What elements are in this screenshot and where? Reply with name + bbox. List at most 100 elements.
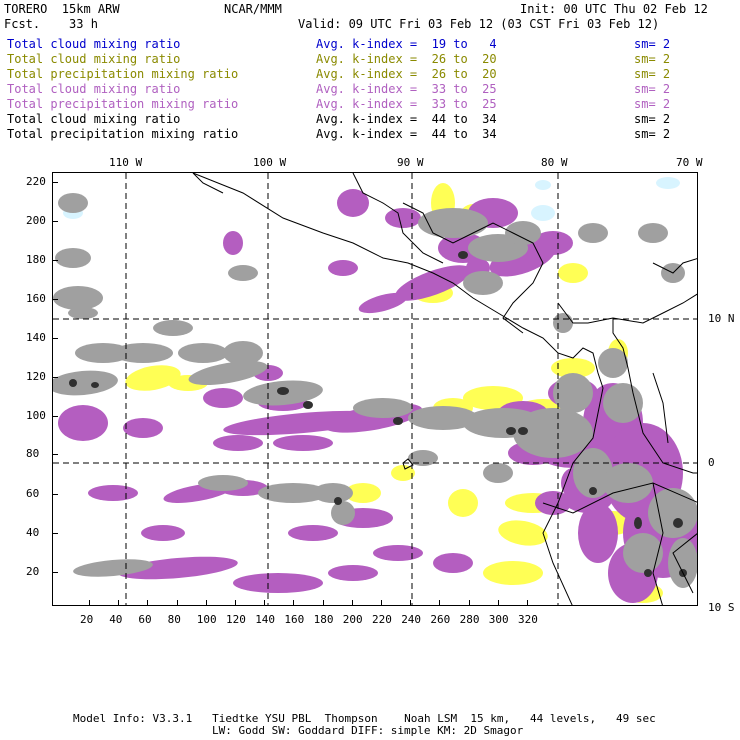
purple-precip-area: [358, 292, 408, 314]
legend-kindex: Avg. k-index = 26 to 20: [316, 52, 497, 66]
longitude-label: 90 W: [397, 156, 424, 169]
y-tick-mark: [52, 221, 58, 222]
x-tick-mark: [118, 600, 120, 606]
lat-lon-grid: [53, 173, 697, 605]
gray-cloud-area: [553, 313, 573, 333]
y-tick-label: 100: [26, 409, 46, 422]
latitude-label: 10 N: [708, 312, 735, 325]
gray-cloud-area: [223, 341, 263, 365]
x-tick-mark: [235, 600, 236, 606]
legend-smoothing: sm= 2: [634, 82, 671, 96]
gray-cloud-area: [513, 408, 593, 458]
precip-cloud-map: [53, 173, 697, 605]
gray-cloud-area: [463, 271, 503, 295]
purple-precip-area: [578, 503, 618, 563]
dark-core-area: [393, 417, 403, 425]
legend-field: Total precipitation mixing ratio: [7, 97, 239, 111]
purple-precip-area: [123, 418, 163, 438]
coastline: [672, 533, 697, 594]
yellow-precip-area: [558, 263, 588, 283]
x-tick-mark: [381, 600, 382, 606]
gray-cloud-area: [178, 343, 228, 363]
purple-precip-area: [88, 485, 138, 501]
gray-cloud-layer: [53, 193, 697, 588]
legend-field: Total cloud mixing ratio: [7, 82, 181, 96]
x-tick-mark: [322, 600, 324, 606]
init-time: Init: 00 UTC Thu 02 Feb 12: [520, 2, 708, 16]
dark-core-area: [334, 497, 342, 505]
dark-core-area: [69, 379, 77, 387]
x-tick-label: 80: [167, 613, 181, 626]
coastline: [652, 372, 669, 444]
y-tick-mark: [52, 260, 58, 261]
x-tick-label: 180: [313, 613, 334, 626]
purple-precip-area: [223, 231, 243, 255]
gray-cloud-area: [75, 343, 131, 363]
coastline: [352, 173, 444, 264]
purple-precip-area: [328, 565, 378, 581]
y-tick-label: 80: [26, 447, 40, 460]
x-tick-mark: [293, 600, 295, 606]
x-tick-mark: [89, 600, 90, 606]
longitude-label: 70 W: [676, 156, 703, 169]
purple-precip-area: [141, 525, 185, 541]
purple-precip-area: [233, 573, 323, 593]
purple-precip-area: [373, 545, 423, 561]
y-tick-mark: [52, 338, 58, 339]
dark-core-area: [91, 382, 99, 388]
purple-precip-area: [433, 553, 473, 573]
gray-cloud-area: [331, 501, 355, 525]
dark-core-area: [277, 387, 289, 395]
y-tick-mark: [52, 299, 58, 300]
gray-cloud-area: [578, 223, 608, 243]
gray-cloud-area: [258, 483, 328, 503]
x-tick-label: 40: [109, 613, 123, 626]
x-tick-label: 160: [284, 613, 305, 626]
x-tick-mark: [439, 600, 441, 606]
yellow-precip-area: [448, 489, 478, 517]
gray-cloud-area: [68, 307, 98, 319]
legend-smoothing: sm= 2: [634, 112, 671, 126]
y-tick-mark: [52, 416, 58, 417]
gray-cloud-area: [553, 373, 593, 413]
purple-precip-layer: [58, 189, 697, 603]
yellow-precip-area: [551, 358, 595, 378]
legend-kindex: Avg. k-index = 44 to 34: [316, 112, 497, 126]
coastline: [192, 173, 224, 194]
x-tick-mark: [176, 600, 178, 606]
legend-kindex: Avg. k-index = 19 to 4: [316, 37, 497, 51]
x-tick-label: 60: [138, 613, 152, 626]
dark-core-area: [673, 518, 683, 528]
y-tick-mark: [52, 572, 58, 573]
legend-smoothing: sm= 2: [634, 67, 671, 81]
x-tick-mark: [205, 600, 207, 606]
gray-cloud-area: [53, 370, 118, 396]
legend-smoothing: sm= 2: [634, 97, 671, 111]
cyan-cloud-layer: [63, 177, 680, 258]
y-tick-mark: [52, 533, 58, 534]
dark-core-layer: [69, 251, 687, 577]
y-tick-label: 140: [26, 331, 46, 344]
latitude-label: 10 S: [708, 601, 735, 614]
dark-core-area: [644, 569, 652, 577]
x-tick-label: 20: [80, 613, 94, 626]
coastline: [557, 293, 697, 324]
model-info: Model Info: V3.3.1 Tiedtke YSU PBL Thomp…: [73, 712, 656, 725]
purple-precip-area: [533, 231, 573, 255]
y-tick-label: 120: [26, 370, 46, 383]
x-tick-label: 120: [226, 613, 246, 626]
x-tick-mark: [410, 600, 412, 606]
y-tick-label: 200: [26, 214, 46, 227]
model-name: TORERO 15km ARW: [4, 2, 120, 16]
forecast-hour: Fcst. 33 h: [4, 17, 98, 31]
cyan-cloud-area: [531, 205, 555, 221]
legend-kindex: Avg. k-index = 33 to 25: [316, 97, 497, 111]
gray-cloud-area: [638, 223, 668, 243]
longitude-label: 100 W: [253, 156, 287, 169]
gray-cloud-area: [418, 208, 488, 238]
x-tick-mark: [527, 600, 528, 606]
latitude-label: 0: [708, 456, 715, 469]
legend-smoothing: sm= 2: [634, 37, 671, 51]
y-tick-label: 60: [26, 487, 40, 500]
purple-precip-area: [337, 189, 369, 217]
